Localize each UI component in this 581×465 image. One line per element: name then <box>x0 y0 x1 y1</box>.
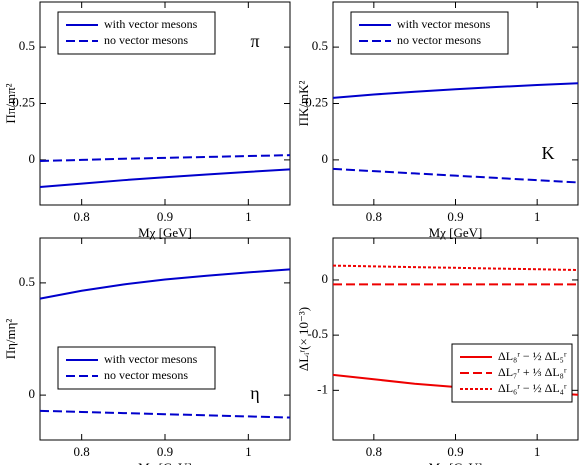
data-line <box>332 264 579 272</box>
data-line <box>332 82 579 99</box>
x-axis-label: Mχ [GeV] <box>429 225 483 240</box>
y-tick-label: -1 <box>317 381 328 396</box>
x-axis-label: Mχ [GeV] <box>138 460 192 465</box>
y-tick-label: 0.25 <box>305 94 328 109</box>
legend-label: ΔL₇ʳ + ⅓ ΔL₈ʳ <box>498 365 567 379</box>
plot-frame <box>39 237 291 441</box>
legend-label: ΔL₈ʳ − ½ ΔL₅ʳ <box>498 349 567 363</box>
legend-label: with vector mesons <box>397 17 491 31</box>
y-tick-label: 0.25 <box>12 94 35 109</box>
legend-label: no vector mesons <box>397 33 481 47</box>
panel-label: π <box>250 31 259 51</box>
x-tick-label: 0.8 <box>366 444 382 459</box>
legend-box <box>350 11 509 55</box>
x-tick-label: 0.9 <box>157 209 173 224</box>
y-axis-label: ΠK/mK² <box>296 81 311 127</box>
data-line <box>39 409 291 419</box>
legend-label: no vector mesons <box>104 368 188 382</box>
legend-label: with vector mesons <box>104 352 198 366</box>
x-tick-label: 1 <box>245 444 252 459</box>
x-tick-label: 0.8 <box>74 444 90 459</box>
x-tick-label: 0.9 <box>447 209 463 224</box>
legend-box <box>57 346 216 390</box>
data-line <box>39 168 291 188</box>
y-tick-label: 0.5 <box>19 274 35 289</box>
x-tick-label: 1 <box>534 209 541 224</box>
legend-box <box>57 11 216 55</box>
x-tick-label: 0.8 <box>74 209 90 224</box>
y-axis-label: Πη/mη² <box>3 319 18 360</box>
legend-label: no vector mesons <box>104 33 188 47</box>
y-tick-label: 0 <box>322 151 329 166</box>
y-tick-label: -0.5 <box>307 326 328 341</box>
x-tick-label: 0.9 <box>157 444 173 459</box>
y-tick-label: 0.5 <box>19 38 35 53</box>
y-tick-label: 0.5 <box>312 38 328 53</box>
x-axis-label: Mχ [GeV] <box>138 225 192 240</box>
legend-label: with vector mesons <box>104 17 198 31</box>
data-line <box>39 154 291 163</box>
x-tick-label: 1 <box>245 209 252 224</box>
x-tick-label: 1 <box>534 444 541 459</box>
panel-label: K <box>542 143 555 163</box>
y-tick-label: 0 <box>322 271 329 286</box>
y-axis-label: Ππ/mπ² <box>3 83 18 123</box>
legend-label: ΔL₆ʳ − ½ ΔL₄ʳ <box>498 381 567 395</box>
y-tick-label: 0 <box>29 386 36 401</box>
data-line <box>332 167 579 184</box>
x-tick-label: 0.9 <box>447 444 463 459</box>
y-axis-label: ΔLᵢʳ(× 10⁻³) <box>296 307 311 371</box>
y-tick-label: 0 <box>29 151 36 166</box>
data-line <box>39 268 291 300</box>
x-axis-label: Mχ [GeV] <box>429 460 483 465</box>
legend-box <box>451 343 573 403</box>
panel-label: η <box>250 383 259 403</box>
x-tick-label: 0.8 <box>366 209 382 224</box>
